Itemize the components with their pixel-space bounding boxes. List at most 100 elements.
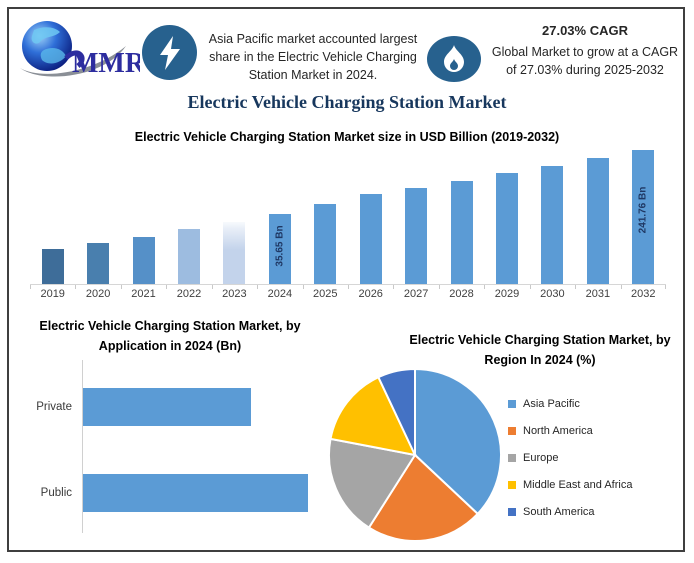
lightning-icon xyxy=(142,25,197,80)
cagr-value: 27.03% CAGR xyxy=(542,23,628,38)
bar-slot-2030 xyxy=(530,150,575,285)
axis-tick xyxy=(575,285,577,289)
bar-slot-2025 xyxy=(303,150,348,285)
legend-label: Asia Pacific xyxy=(523,397,580,410)
region-chart-title: Electric Vehicle Charging Station Market… xyxy=(409,333,671,367)
pie-slice-middle-east-and-africa xyxy=(329,375,417,457)
year-label-2025: 2025 xyxy=(313,288,338,300)
bar-2019 xyxy=(41,249,64,284)
pie-slice-north-america xyxy=(367,453,480,542)
axis-tick xyxy=(665,285,666,289)
legend-label: Middle East and Africa xyxy=(523,478,633,491)
bar-2029 xyxy=(495,173,518,284)
bar-slot-2031 xyxy=(575,150,620,285)
callout-asia-pacific: Asia Pacific market accounted largest sh… xyxy=(208,32,418,82)
year-label-2026: 2026 xyxy=(358,288,383,300)
application-label-private: Private xyxy=(36,401,72,413)
axis-tick xyxy=(257,285,259,289)
application-row-private: Private xyxy=(0,388,330,426)
bar-2027 xyxy=(405,188,428,284)
market-size-bar-chart: 2019 2020 2021 2022 2023 35.65 Bn 2024 2025 2026… xyxy=(30,150,666,300)
application-chart-title: Electric Vehicle Charging Station Market… xyxy=(39,319,301,353)
bar-slot-2022 xyxy=(166,150,211,285)
application-bar-public xyxy=(83,474,308,512)
bar-slot-2032: 241.76 Bn xyxy=(621,150,666,285)
year-label-2022: 2022 xyxy=(176,288,202,300)
bar-2026 xyxy=(359,194,382,284)
year-label-2020: 2020 xyxy=(85,288,111,300)
legend-swatch-icon xyxy=(508,507,516,516)
cagr-text: Global Market to grow at a CAGR of 27.03… xyxy=(491,45,679,77)
bar-slot-2029 xyxy=(484,150,529,285)
axis-tick xyxy=(529,285,531,289)
axis-tick xyxy=(30,285,31,289)
application-bar-chart: Private Public xyxy=(0,360,330,535)
region-pie-chart xyxy=(328,367,502,542)
legend-item-middle-east-and-africa: Middle East and Africa xyxy=(508,471,632,498)
logo-swoosh xyxy=(20,46,126,77)
axis-tick xyxy=(620,285,622,289)
axis-tick xyxy=(211,285,213,289)
legend-label: North America xyxy=(523,424,593,437)
pie-slice-europe xyxy=(328,437,417,529)
bar-value-label-2032: 241.76 Bn xyxy=(637,186,649,234)
bar-slot-2020 xyxy=(75,150,120,285)
bar-2020 xyxy=(87,243,110,284)
year-label-2028: 2028 xyxy=(449,288,474,300)
axis-tick xyxy=(75,285,77,289)
bar-slot-2024: 35.65 Bn xyxy=(257,150,302,285)
year-label-2024: 2024 xyxy=(267,288,293,300)
axis-tick xyxy=(166,285,168,289)
legend-item-asia-pacific: Asia Pacific xyxy=(508,390,632,417)
legend-swatch-icon xyxy=(508,426,516,435)
year-label-2029: 2029 xyxy=(494,288,520,300)
pie-slice-south-america xyxy=(377,367,416,456)
bar-slot-2027 xyxy=(393,150,438,285)
mmr-logo: MMR xyxy=(20,21,140,79)
year-label-2032: 2032 xyxy=(631,288,656,300)
bar-slot-2021 xyxy=(121,150,166,285)
bar-2032: 241.76 Bn xyxy=(632,150,655,284)
bar-2022 xyxy=(177,229,200,284)
axis-tick xyxy=(484,285,486,289)
application-axis-line xyxy=(82,360,83,533)
pie-slice-asia-pacific xyxy=(414,367,502,516)
bar-value-label-2024: 35.65 Bn xyxy=(274,224,286,267)
application-bar-private xyxy=(83,388,251,426)
bar-2030 xyxy=(541,166,564,284)
axis-tick xyxy=(438,285,440,289)
axis-tick xyxy=(302,285,304,289)
axis-tick xyxy=(348,285,349,289)
callout-cagr: 27.03% CAGR Global Market to grow at a C… xyxy=(487,22,683,79)
legend-label: Europe xyxy=(523,451,559,464)
bar-slot-2023 xyxy=(212,150,257,285)
flame-icon xyxy=(427,36,481,82)
page-title: Electric Vehicle Charging Station Market xyxy=(187,92,507,112)
bar-2024: 35.65 Bn xyxy=(268,214,291,284)
legend-swatch-icon xyxy=(508,480,516,489)
bar-slot-2019 xyxy=(30,150,75,285)
year-label-2023: 2023 xyxy=(222,288,247,300)
legend-item-north-america: North America xyxy=(508,417,632,444)
bar-2031 xyxy=(586,158,609,284)
bar-slot-2028 xyxy=(439,150,484,285)
bar-2021 xyxy=(132,237,155,284)
logo-text: MMR xyxy=(72,48,140,79)
year-label-2019: 2019 xyxy=(40,288,65,300)
axis-tick xyxy=(120,285,122,289)
bar-chart-title: Electric Vehicle Charging Station Market… xyxy=(134,130,560,144)
year-label-2031: 2031 xyxy=(585,288,611,300)
bar-slot-2026 xyxy=(348,150,393,285)
legend-item-europe: Europe xyxy=(508,444,632,471)
x-axis-line xyxy=(30,284,666,285)
legend-label: South America xyxy=(523,505,595,518)
application-label-public: Public xyxy=(40,487,72,499)
bar-2023 xyxy=(223,222,246,284)
region-legend: Asia Pacific North America Europe Middle Ea… xyxy=(508,390,632,525)
legend-swatch-icon xyxy=(508,453,516,462)
legend-item-south-america: South America xyxy=(508,498,632,525)
bar-2025 xyxy=(314,204,337,284)
application-row-public: Public xyxy=(0,474,330,512)
legend-swatch-icon xyxy=(508,399,516,408)
axis-tick xyxy=(393,285,395,289)
